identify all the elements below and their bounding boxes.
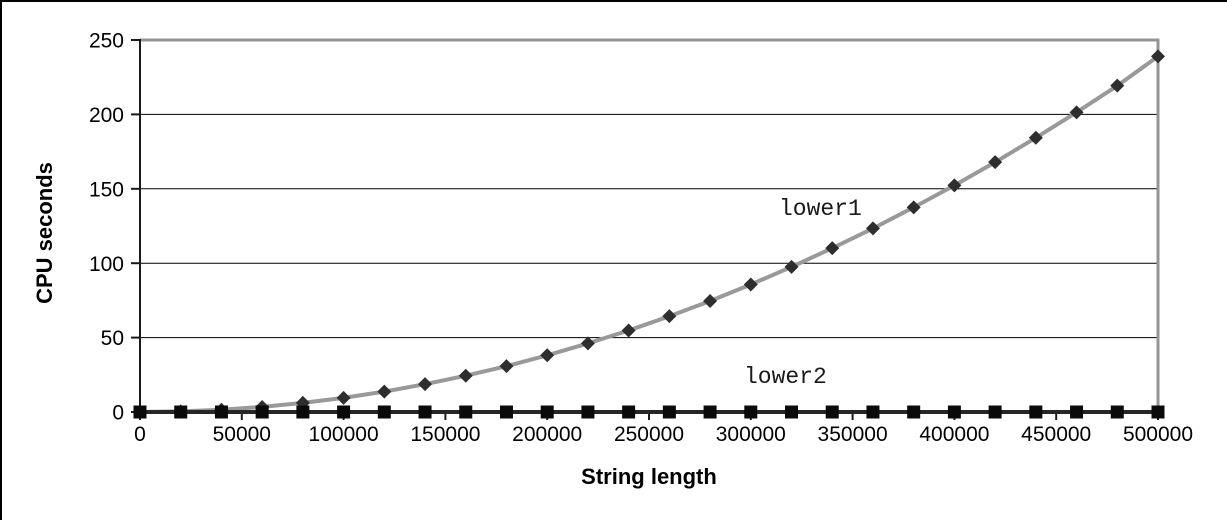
y-tick-label: 250	[89, 30, 124, 53]
x-tick-label: 250000	[614, 423, 684, 446]
series-lower2-marker	[1110, 405, 1124, 419]
series-lower2-marker	[1070, 405, 1084, 419]
series-lower2-marker	[418, 405, 432, 419]
series-lower2-marker	[337, 405, 351, 419]
series-lower1-marker	[458, 368, 473, 383]
series-lower2-marker	[581, 405, 595, 419]
series-lower1-marker	[1069, 105, 1084, 120]
y-axis-title: CPU seconds	[32, 162, 57, 304]
series-lower1-marker	[621, 323, 636, 338]
series-lower2-marker	[907, 405, 921, 419]
series-lower1-marker	[377, 384, 392, 399]
series-lower2-marker	[214, 405, 228, 419]
series-lower1-marker	[1151, 49, 1165, 64]
series-lower1-marker	[1028, 130, 1043, 145]
series-lower2-marker	[785, 405, 799, 419]
series-lower2-marker	[866, 405, 880, 419]
y-tick-label: 0	[112, 402, 124, 425]
x-tick-label: 0	[134, 423, 146, 446]
series-lower1-marker	[947, 178, 962, 193]
series-lower2-marker	[662, 405, 676, 419]
series-lower2-marker	[540, 405, 554, 419]
series-lower1-marker	[906, 200, 921, 215]
series-lower2-marker	[825, 405, 839, 419]
figure-border-left	[0, 0, 2, 520]
y-tick-label: 200	[89, 104, 124, 127]
series-lower2-marker	[1029, 405, 1043, 419]
series-lower2-marker	[622, 405, 636, 419]
series-lower1-marker	[703, 293, 718, 308]
series-lower2-marker	[133, 405, 147, 419]
series-lower2-marker	[499, 405, 513, 419]
series-lower1-marker	[1110, 78, 1125, 93]
series-lower2-marker	[255, 405, 269, 419]
series-lower1-marker	[499, 359, 514, 374]
series-lower2-marker	[988, 405, 1002, 419]
series-lower1-line	[138, 54, 1160, 414]
series-label-lower2: lower2	[744, 364, 827, 390]
series-lower2-marker	[744, 405, 758, 419]
y-tick-label: 100	[89, 253, 124, 276]
series-lower1-marker	[825, 241, 840, 256]
series-lower2-marker	[296, 405, 310, 419]
series-lower2-marker	[174, 405, 188, 419]
y-tick-label: 50	[101, 327, 124, 350]
series-lower1-marker	[784, 259, 799, 274]
x-tick-label: 100000	[309, 423, 379, 446]
y-tick-label: 150	[89, 178, 124, 201]
series-lower1-marker	[865, 221, 880, 236]
series-lower1-marker	[540, 348, 555, 363]
series-lower2-marker	[703, 405, 717, 419]
x-tick-label: 350000	[818, 423, 888, 446]
figure-border-top	[0, 0, 1227, 2]
series-lower1-marker	[988, 155, 1003, 170]
series-lower2-marker	[1151, 405, 1165, 419]
x-tick-label: 300000	[716, 423, 786, 446]
series-lower1-marker	[418, 377, 433, 392]
x-axis-title: String length	[581, 464, 717, 489]
x-tick-label: 450000	[1021, 423, 1091, 446]
series-lower2-marker	[459, 405, 473, 419]
x-tick-label: 500000	[1123, 423, 1193, 446]
series-lower1-marker	[336, 390, 351, 405]
x-tick-label: 50000	[213, 423, 271, 446]
series-lower1-marker	[662, 309, 677, 324]
series-lower2-marker	[377, 405, 391, 419]
x-tick-label: 150000	[410, 423, 480, 446]
x-tick-label: 200000	[512, 423, 582, 446]
x-tick-label: 400000	[919, 423, 989, 446]
series-lower1-marker	[743, 277, 758, 292]
series-lower1-marker	[580, 336, 595, 351]
series-label-lower1: lower1	[779, 196, 862, 222]
series-lower2-marker	[947, 405, 961, 419]
